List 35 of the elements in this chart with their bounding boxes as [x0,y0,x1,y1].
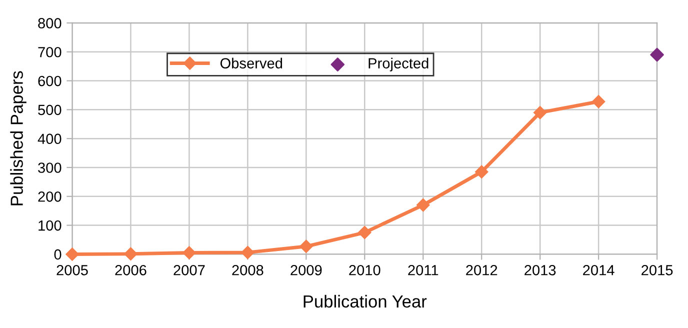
point [533,106,547,120]
point [124,247,138,260]
x-tick-label: 2007 [174,265,205,276]
y-tick-label: 600 [38,76,62,86]
point [416,198,430,212]
point [182,246,196,260]
legend-label: Projected [368,58,428,72]
point [358,226,372,240]
x-tick-label: 2012 [466,265,498,276]
point [241,246,254,260]
x-tick-label: 2009 [290,265,322,276]
x-tick-label: 2015 [642,265,673,276]
point [592,94,606,108]
x-tick-label: 2013 [524,265,556,276]
x-tick-label: 2014 [583,265,614,276]
y-tick-label: 800 [38,18,62,28]
point [66,248,79,261]
y-tick-label: 500 [38,104,62,116]
x-tick-label: 2008 [232,265,264,276]
point [475,165,488,178]
x-tick-label: 2005 [56,265,88,276]
y-tick-label: 300 [38,162,62,173]
point [300,240,313,253]
y-axis-title: Published Papers [10,71,26,206]
point [650,48,664,62]
x-tick-label: 2006 [115,265,146,276]
x-axis-title: Publication Year [304,294,427,308]
x-tick-label: 2011 [408,265,438,276]
y-tick-label: 100 [38,220,62,231]
y-tick-label: 0 [54,249,62,260]
y-tick-label: 400 [38,134,62,144]
legend-label: Observed [220,58,282,68]
y-tick-label: 200 [38,191,62,202]
y-tick-label: 700 [38,46,62,58]
x-tick-label: 2010 [349,265,380,276]
